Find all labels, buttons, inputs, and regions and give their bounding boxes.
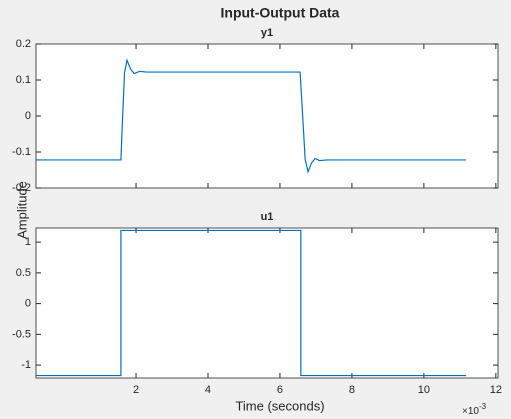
x-tick-label: 12 bbox=[490, 384, 502, 396]
x-tick-label: 2 bbox=[133, 384, 139, 396]
data-line bbox=[36, 229, 466, 377]
y-tick-label: -0.1 bbox=[12, 146, 31, 158]
axes-title: y1 bbox=[261, 27, 273, 39]
y-tick-label: -0.2 bbox=[12, 182, 31, 194]
axes-box bbox=[35, 227, 499, 379]
figure-title: Input-Output Data bbox=[221, 5, 340, 21]
y-tick-label: 1 bbox=[25, 236, 31, 248]
y-tick-label: 0 bbox=[25, 298, 31, 310]
x-axis-label: Time (seconds) bbox=[235, 398, 324, 413]
x-tick-label: 10 bbox=[418, 384, 430, 396]
y-tick-label: 0.5 bbox=[16, 267, 31, 279]
y-tick-label: 0 bbox=[25, 110, 31, 122]
x-multiplier-base: ×10 bbox=[462, 406, 479, 417]
y-tick-label: -1 bbox=[21, 359, 31, 371]
axes-background bbox=[36, 44, 498, 188]
x-tick-label: 4 bbox=[205, 384, 211, 396]
x-tick-label: 8 bbox=[349, 384, 355, 396]
y-tick-label: -0.5 bbox=[12, 328, 31, 340]
y-tick-label: 0.1 bbox=[16, 74, 31, 86]
axes-background bbox=[36, 228, 498, 378]
axes-box bbox=[35, 43, 499, 189]
y-tick-label: 0.2 bbox=[16, 38, 31, 50]
data-line bbox=[36, 58, 466, 174]
axes-title: u1 bbox=[261, 211, 274, 223]
x-multiplier: ×10-3 bbox=[462, 402, 487, 417]
y-axis-label: Amplitude bbox=[14, 181, 29, 239]
x-tick-label: 6 bbox=[277, 384, 283, 396]
x-multiplier-exponent: -3 bbox=[479, 402, 487, 411]
